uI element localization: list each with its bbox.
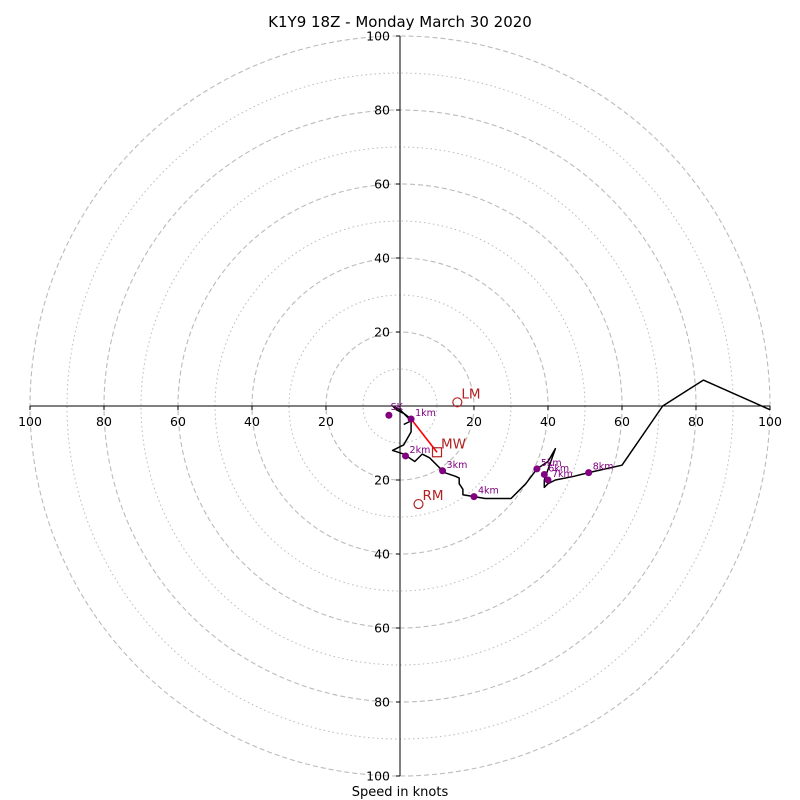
height-marker-dot bbox=[402, 452, 410, 460]
height-marker-label: 4km bbox=[478, 486, 499, 497]
x-tick-label: 20 bbox=[318, 414, 334, 429]
y-tick-label: 60 bbox=[374, 621, 390, 636]
height-marker-dot bbox=[385, 411, 393, 419]
mean-wind-marker bbox=[431, 447, 443, 458]
height-marker-label: 2km bbox=[410, 445, 431, 456]
motion-marker-label: MW bbox=[441, 436, 466, 452]
height-marker-dot bbox=[533, 465, 541, 473]
y-tick-label: 20 bbox=[374, 325, 390, 340]
chart-title: K1Y9 18Z - Monday March 30 2020 bbox=[268, 13, 532, 31]
x-axis-label: Speed in knots bbox=[352, 785, 449, 800]
storm-motion-marker bbox=[413, 498, 424, 510]
height-marker-label: 8km bbox=[593, 462, 614, 473]
y-tick-label: 80 bbox=[374, 103, 390, 118]
height-marker-dot bbox=[544, 476, 552, 484]
hodograph-trace bbox=[391, 379, 771, 500]
y-tick-label: 40 bbox=[374, 251, 390, 266]
x-tick-label: 80 bbox=[688, 414, 704, 429]
y-tick-label: 80 bbox=[374, 695, 390, 710]
x-tick-label: 60 bbox=[170, 414, 186, 429]
x-tick-label: 80 bbox=[96, 414, 112, 429]
y-tick-label: 100 bbox=[366, 769, 390, 784]
x-tick-label: 100 bbox=[758, 414, 782, 429]
x-tick-label: 60 bbox=[614, 414, 630, 429]
y-tick-label: 60 bbox=[374, 177, 390, 192]
height-marker-label: 1km bbox=[415, 408, 436, 419]
storm-motion-marker bbox=[452, 397, 463, 408]
x-tick-label: 40 bbox=[244, 414, 260, 429]
motion-marker-label: LM bbox=[461, 386, 480, 402]
motion-marker-label: RM bbox=[423, 488, 444, 504]
height-marker-dot bbox=[439, 467, 447, 475]
height-marker-dot bbox=[585, 469, 593, 477]
storm-motion-markers: LM MW RM bbox=[413, 386, 481, 510]
height-marker-label: 3km bbox=[447, 460, 468, 471]
height-marker-dot bbox=[470, 493, 478, 501]
y-tick-label: 100 bbox=[366, 29, 390, 44]
axis-tick-labels: 100 100 100 100 80 80 80 80 60 60 60 60 40 40 40 40 20 20… bbox=[18, 29, 782, 784]
height-marker-dot bbox=[407, 415, 415, 423]
height-marker-label: 5km bbox=[541, 458, 562, 469]
x-tick-label: 20 bbox=[466, 414, 482, 429]
height-marker-dot bbox=[540, 470, 548, 478]
axes bbox=[30, 36, 770, 776]
height-marker-label: 6km bbox=[548, 463, 569, 474]
shear-vector-line bbox=[410, 418, 438, 453]
y-tick-label: 20 bbox=[374, 473, 390, 488]
x-tick-label: 100 bbox=[18, 414, 42, 429]
height-marker-label: 7km bbox=[552, 469, 573, 480]
y-tick-label: 40 bbox=[374, 547, 390, 562]
hodograph-line bbox=[391, 379, 771, 500]
surface-label: SK bbox=[391, 402, 404, 413]
x-tick-label: 40 bbox=[540, 414, 556, 429]
